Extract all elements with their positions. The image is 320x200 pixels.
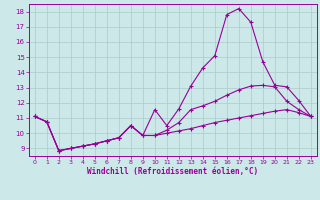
X-axis label: Windchill (Refroidissement éolien,°C): Windchill (Refroidissement éolien,°C) (87, 167, 258, 176)
